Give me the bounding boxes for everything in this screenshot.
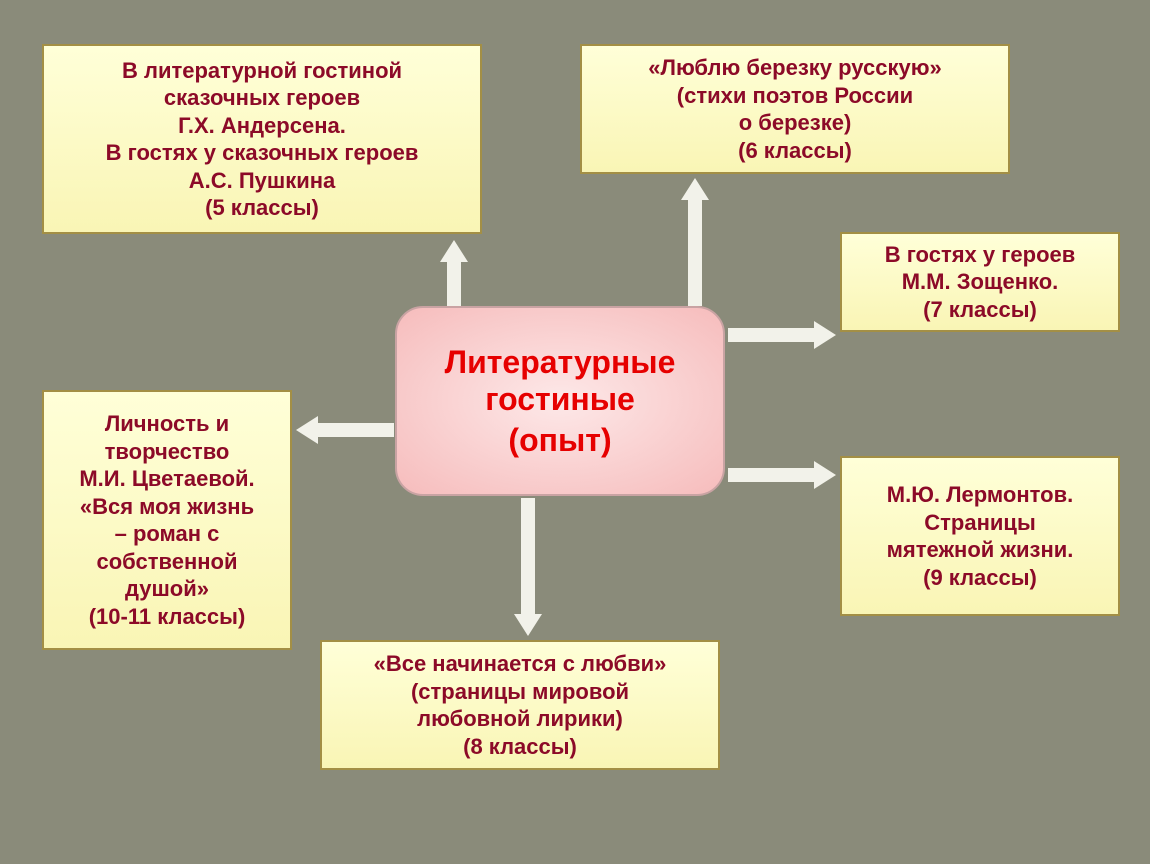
leaf-line: (10-11 классы) xyxy=(89,603,246,631)
leaf-line: М.М. Зощенко. xyxy=(902,268,1059,296)
leaf-line: Г.Х. Андерсена. xyxy=(178,112,346,140)
leaf-line: (5 классы) xyxy=(205,194,319,222)
arrow-shaft xyxy=(728,328,814,342)
leaf-line: – роман с xyxy=(115,520,220,548)
arrow-shaft xyxy=(318,423,394,437)
leaf-line: (6 классы) xyxy=(738,137,852,165)
leaf-line: мятежной жизни. xyxy=(887,536,1074,564)
leaf-line: «Вся моя жизнь xyxy=(80,493,254,521)
leaf-line: Страницы xyxy=(924,509,1035,537)
arrow-head-down-icon xyxy=(514,614,542,636)
arrow-head-up-icon xyxy=(440,240,468,262)
leaf-line: (стихи поэтов России xyxy=(677,82,913,110)
leaf-line: душой» xyxy=(125,575,209,603)
center-line-3: (опыт) xyxy=(508,422,611,459)
leaf-line: М.Ю. Лермонтов. xyxy=(887,481,1073,509)
arrow-shaft xyxy=(521,498,535,614)
leaf-top-left: В литературной гостиной сказочных героев… xyxy=(42,44,482,234)
leaf-top-right: «Люблю березку русскую» (стихи поэтов Ро… xyxy=(580,44,1010,174)
leaf-line: творчество xyxy=(105,438,230,466)
leaf-line: А.С. Пушкина xyxy=(189,167,336,195)
leaf-line: М.И. Цветаевой. xyxy=(79,465,254,493)
arrow-shaft xyxy=(688,200,702,306)
leaf-line: сказочных героев xyxy=(164,84,360,112)
leaf-right-upper: В гостях у героев М.М. Зощенко. (7 класс… xyxy=(840,232,1120,332)
arrow-shaft xyxy=(447,262,461,306)
leaf-line: (7 классы) xyxy=(923,296,1037,324)
arrow-head-right-icon xyxy=(814,321,836,349)
leaf-line: «Люблю березку русскую» xyxy=(648,54,941,82)
leaf-line: В литературной гостиной xyxy=(122,57,402,85)
leaf-line: В гостях у сказочных героев xyxy=(106,139,419,167)
leaf-line: собственной xyxy=(97,548,238,576)
leaf-line: Личность и xyxy=(105,410,229,438)
leaf-line: В гостях у героев xyxy=(885,241,1076,269)
center-node: Литературные гостиные (опыт) xyxy=(395,306,725,496)
arrow-head-up-icon xyxy=(681,178,709,200)
arrow-head-left-icon xyxy=(296,416,318,444)
leaf-line: любовной лирики) xyxy=(417,705,623,733)
leaf-line: (9 классы) xyxy=(923,564,1037,592)
leaf-right-lower: М.Ю. Лермонтов. Страницы мятежной жизни.… xyxy=(840,456,1120,616)
arrow-head-right-icon xyxy=(814,461,836,489)
leaf-line: (8 классы) xyxy=(463,733,577,761)
leaf-left: Личность и творчество М.И. Цветаевой. «В… xyxy=(42,390,292,650)
center-line-1: Литературные xyxy=(445,344,676,381)
leaf-line: «Все начинается с любви» xyxy=(374,650,667,678)
arrow-shaft xyxy=(728,468,814,482)
leaf-line: (страницы мировой xyxy=(411,678,629,706)
leaf-bottom: «Все начинается с любви» (страницы миров… xyxy=(320,640,720,770)
leaf-line: о березке) xyxy=(739,109,852,137)
slide-canvas: Литературные гостиные (опыт) В литератур… xyxy=(0,0,1150,864)
center-line-2: гостиные xyxy=(485,381,635,418)
